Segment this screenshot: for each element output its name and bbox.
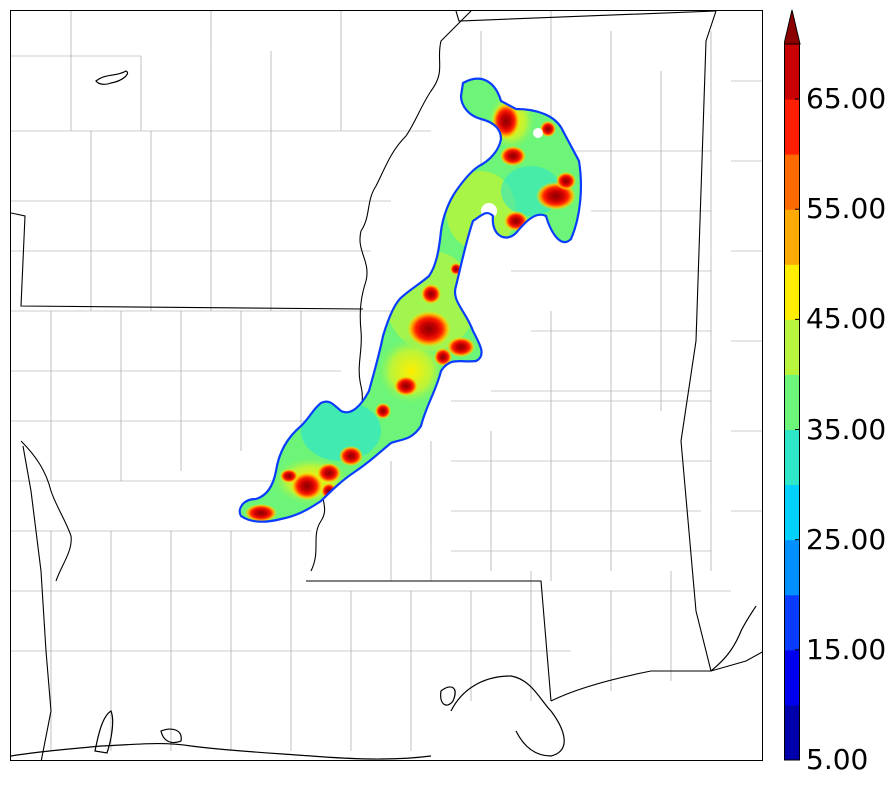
colorbar-tick-label: 45.00 (806, 302, 887, 336)
colorbar-tick-label: 35.00 (806, 412, 887, 446)
colorbar-segment (784, 44, 800, 100)
colorbar-tick-label: 55.00 (806, 192, 887, 226)
colorbar-segment (784, 704, 800, 761)
lake-island (95, 70, 129, 85)
colorbar-tick-label: 25.00 (806, 522, 887, 556)
colorbar-segment (784, 264, 800, 320)
colorbar-extend-arrow (784, 9, 801, 45)
colorbar-segment (784, 539, 800, 596)
reflectivity-map (11, 11, 762, 760)
colorbar-segment (784, 484, 800, 541)
colorbar-segment (784, 319, 800, 375)
colorbar-tick-label: 65.00 (806, 82, 887, 116)
colorbar (784, 9, 801, 761)
coastline (11, 605, 757, 760)
map-panel (10, 10, 763, 761)
river-gulf (20, 440, 72, 582)
colorbar-tick-label: 15.00 (806, 632, 887, 666)
colorbar-segment (784, 594, 800, 651)
colorbar-segment (784, 209, 800, 265)
colorbar-outline (784, 43, 800, 761)
county-lines (11, 11, 762, 751)
colorbar-segment (784, 649, 800, 706)
colorbar-segment (784, 429, 800, 486)
colorbar-segment (784, 374, 800, 431)
state-borders (11, 11, 762, 760)
colorbar-segment (784, 154, 800, 210)
colorbar-segment (784, 99, 800, 155)
colorbar-tick-label: 5.00 (806, 743, 869, 776)
